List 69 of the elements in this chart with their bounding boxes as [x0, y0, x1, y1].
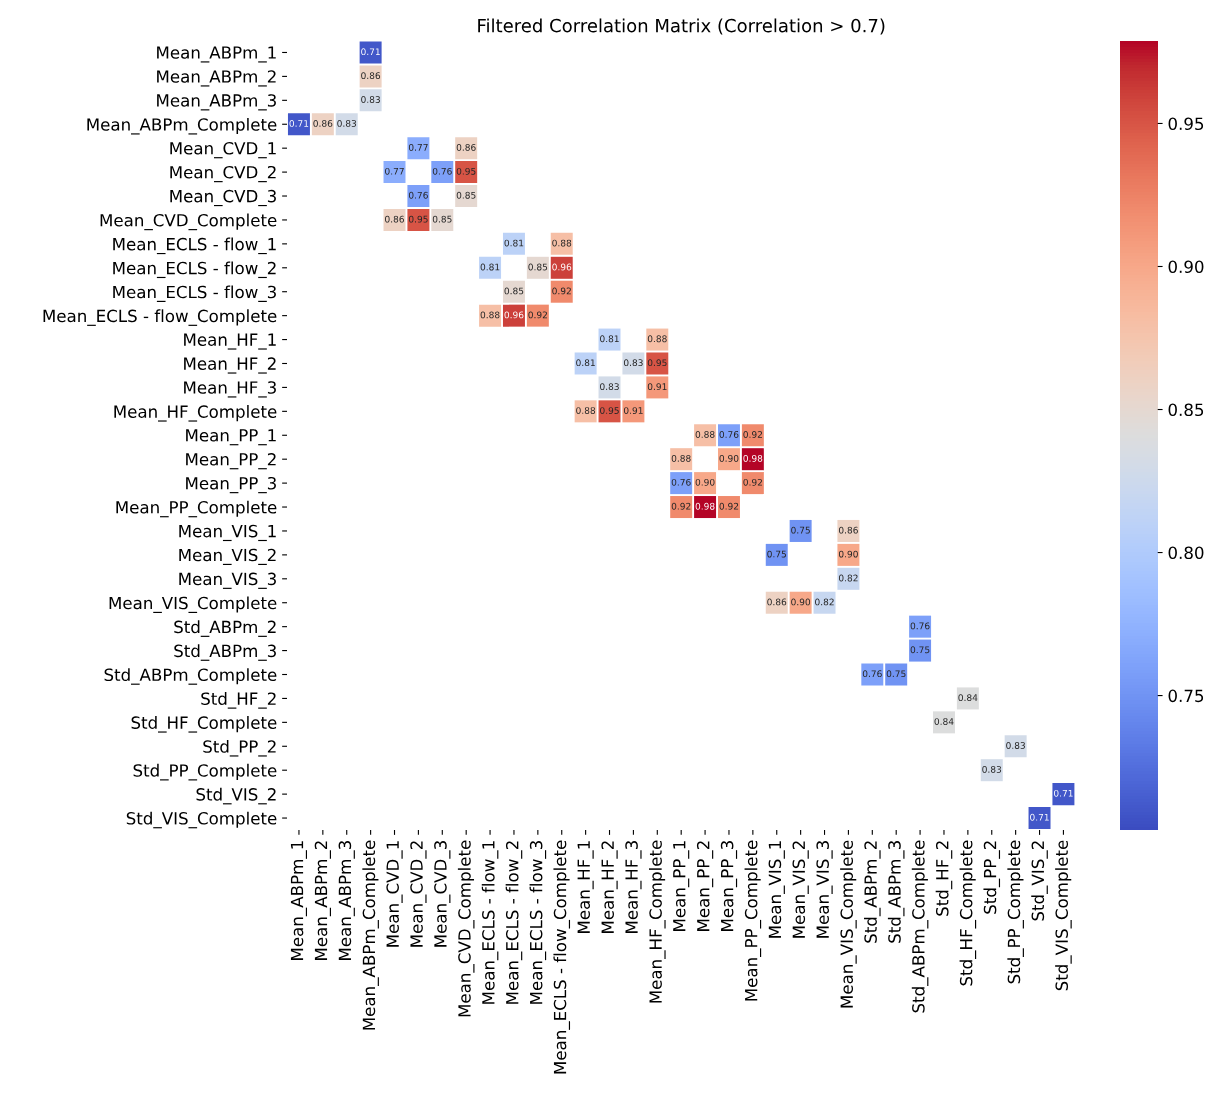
y-tick-label: Std_HF_Complete — [131, 716, 277, 733]
y-tick-label: Mean_HF_Complete — [114, 405, 277, 422]
y-tick-label: Mean_HF_2 — [184, 357, 276, 374]
y-tick-label: Mean_VIS_1 — [179, 524, 276, 542]
x-tick-label: Mean_CVD_Complete — [457, 840, 475, 1017]
y-tick-label: Mean_ABPm_1 — [157, 46, 276, 63]
y-tick-label: Mean_HF_1 — [184, 333, 276, 350]
x-tick-label: Mean_PP_2 — [696, 841, 714, 931]
x-tick-label: Mean_ABPm_3 — [338, 841, 355, 960]
y-tick-label: Std_VIS_Complete — [126, 811, 277, 829]
y-tick-label: Mean_VIS_3 — [179, 572, 276, 589]
y-tick-label: Mean_VIS_2 — [179, 548, 276, 565]
y-tick-label: Mean_CVD_2 — [170, 165, 276, 183]
y-tick-label: Mean_CVD_1 — [170, 141, 276, 159]
y-tick-label: Mean_ECLS - flow_2 — [113, 261, 276, 279]
x-tick-label: Mean_PP_1 — [673, 841, 690, 931]
color-bar-label: 0.75 — [1168, 689, 1204, 703]
y-tick-label: Mean_PP_3 — [186, 476, 276, 494]
x-tick-label: Mean_ECLS - flow_2 — [505, 841, 523, 1004]
x-tick-label: Mean_VIS_3 — [816, 841, 833, 938]
x-tick-label: Mean_CVD_2 — [410, 841, 427, 947]
y-tick-label: Mean_PP_1 — [186, 429, 276, 446]
y-tick-label: Std_HF_2 — [201, 692, 276, 709]
color-bar-label: 0.85 — [1168, 403, 1204, 417]
y-tick-label: Mean_HF_3 — [184, 381, 276, 398]
x-tick-label: Std_PP_2 — [983, 841, 1001, 914]
y-tick-label: Mean_ECLS - flow_3 — [113, 285, 276, 302]
y-tick-label: Mean_VIS_Complete — [109, 596, 277, 613]
x-tick-label: Std_VIS_2 — [1031, 841, 1048, 921]
chart-title: Filtered Correlation Matrix (Correlation > 0.7) — [478, 18, 885, 35]
y-tick-label: Mean_ECLS - flow_1 — [113, 237, 276, 255]
y-tick-label: Std_PP_Complete — [133, 763, 277, 781]
y-tick-label: Mean_PP_Complete — [116, 500, 277, 518]
x-tick-label: Mean_PP_3 — [720, 841, 738, 931]
color-bar-label: 0.80 — [1168, 546, 1204, 560]
x-tick-label: Mean_HF_2 — [601, 841, 618, 933]
y-tick-label: Mean_ECLS - flow_Complete — [43, 309, 277, 326]
x-tick-label: Mean_CVD_1 — [386, 841, 403, 947]
y-tick-label: Mean_CVD_3 — [170, 189, 276, 207]
x-tick-label: Mean_ECLS - flow_3 — [529, 841, 547, 1004]
x-tick-label: Std_ABPm_Complete — [911, 840, 929, 1013]
y-tick-label: Std_VIS_2 — [196, 787, 276, 805]
x-tick-label: Std_ABPm_2 — [864, 841, 881, 943]
x-tick-label: Mean_CVD_3 — [434, 841, 451, 947]
y-tick-label: Mean_ABPm_Complete — [87, 117, 277, 135]
y-tick-label: Mean_CVD_Complete — [100, 213, 277, 231]
x-tick-label: Mean_HF_Complete — [649, 840, 666, 1003]
y-tick-label: Std_PP_2 — [203, 739, 276, 757]
x-tick-label: Std_PP_Complete — [1007, 840, 1024, 984]
color-bar-label: 0.90 — [1168, 260, 1204, 274]
x-tick-label: Std_HF_2 — [935, 841, 953, 916]
x-tick-label: Std_HF_Complete — [959, 840, 977, 986]
y-tick-label: Std_ABPm_2 — [174, 620, 276, 637]
y-tick-label: Std_ABPm_Complete — [104, 668, 277, 685]
x-tick-label: Mean_VIS_1 — [768, 841, 785, 938]
x-tick-label: Mean_HF_1 — [577, 841, 594, 933]
y-tick-label: Mean_ABPm_2 — [157, 70, 276, 87]
x-tick-label: Mean_VIS_2 — [792, 841, 809, 938]
x-tick-label: Std_VIS_Complete — [1055, 840, 1072, 991]
y-tick-label: Mean_PP_2 — [186, 453, 276, 470]
x-tick-label: Std_ABPm_3 — [887, 841, 905, 943]
x-tick-label: Mean_ECLS - flow_Complete — [553, 840, 571, 1074]
x-tick-label: Mean_VIS_Complete — [840, 840, 857, 1008]
color-bar-label: 0.95 — [1168, 117, 1204, 131]
y-tick-label: Mean_ABPm_3 — [157, 94, 276, 111]
x-tick-label: Mean_ECLS - flow_1 — [481, 841, 499, 1004]
x-tick-label: Mean_PP_Complete — [744, 840, 762, 1001]
y-tick-label: Std_ABPm_3 — [174, 644, 276, 661]
x-tick-label: Mean_HF_3 — [625, 841, 642, 933]
